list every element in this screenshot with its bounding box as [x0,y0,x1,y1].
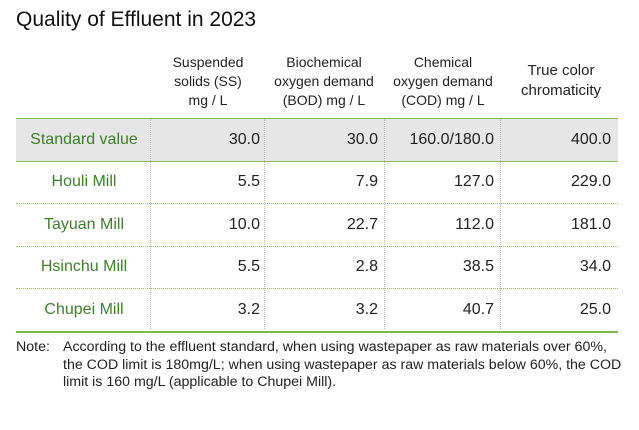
column-header-line: Biochemical [286,53,362,70]
column-header-ss: Suspended solids (SS) mg / L [158,46,258,116]
cell-bod: 3.2 [355,301,378,318]
table-row: Houli Mill 5.5 7.9 127.0 229.0 [16,161,618,204]
column-header-line: Suspended [172,53,244,70]
table-row: Tayuan Mill 10.0 22.7 112.0 181.0 [16,204,618,247]
row-name: Tayuan Mill [43,216,125,233]
column-header-line: (COD) mg / L [401,91,485,108]
row-name: Chupei Mill [44,301,124,318]
cell-color: 34.0 [579,258,611,275]
column-header-bod: Biochemical oxygen demand (BOD) mg / L [262,46,386,116]
cell-cod: 40.7 [462,301,494,318]
cell-color: 400.0 [570,131,611,148]
cell-ss: 3.2 [237,301,260,318]
column-header-line: mg / L [188,91,228,108]
cell-color: 181.0 [570,216,611,233]
column-header-line: oxygen demand [393,72,493,89]
cell-cod: 112.0 [455,216,494,233]
cell-bod: 22.7 [346,216,378,233]
note-body: According to the effluent standard, when… [63,339,622,390]
column-header-color: True color chromaticity [505,46,617,116]
cell-color: 229.0 [570,173,611,190]
cell-ss: 5.5 [237,258,260,275]
column-divider [500,119,501,329]
column-header-line: True color [527,62,595,79]
cell-bod: 7.9 [355,173,378,190]
table-row: Chupei Mill 3.2 3.2 40.7 25.0 [16,289,618,331]
cell-ss: 10.0 [228,216,260,233]
column-header-line: oxygen demand [274,72,374,89]
table-bottom-rule [16,331,618,333]
cell-cod: 38.5 [462,258,494,275]
row-name: Standard value [30,131,138,148]
cell-bod: 30.0 [346,131,378,148]
note-text: According to the effluent standard, when… [63,339,622,392]
row-name: Hsinchu Mill [40,258,128,275]
table-row: Hsinchu Mill 5.5 2.8 38.5 34.0 [16,246,618,289]
table-row-standard: Standard value 30.0 30.0 160.0/180.0 400… [16,119,618,162]
column-header-line: Chemical [413,53,473,70]
column-header-cod: Chemical oxygen demand (COD) mg / L [383,46,503,116]
cell-ss: 30.0 [228,131,260,148]
note-label: Note: [16,339,50,355]
column-divider [264,119,265,329]
column-divider [150,119,151,329]
cell-cod: 160.0/180.0 [409,131,494,148]
cell-cod: 127.0 [453,173,494,190]
column-header-line: chromaticity [520,82,602,99]
column-divider [384,119,385,329]
column-header-line: solids (SS) [174,72,242,89]
cell-ss: 5.5 [237,173,260,190]
column-header-line: (BOD) mg / L [282,91,366,108]
row-name: Houli Mill [51,173,117,190]
page-title: Quality of Effluent in 2023 [16,8,257,31]
cell-color: 25.0 [579,301,611,318]
cell-bod: 2.8 [355,258,378,275]
